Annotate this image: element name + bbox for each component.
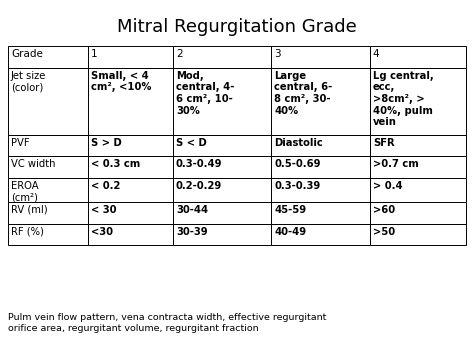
Text: Jet size
(color): Jet size (color)	[11, 71, 46, 92]
Text: RF (%): RF (%)	[11, 226, 44, 237]
Text: 2: 2	[176, 49, 182, 59]
Text: 0.5-0.69: 0.5-0.69	[274, 159, 321, 169]
Text: > 0.4: > 0.4	[373, 181, 402, 191]
Text: PVF: PVF	[11, 137, 29, 148]
Text: S > D: S > D	[91, 137, 122, 148]
Text: 1: 1	[91, 49, 98, 59]
Text: 4: 4	[373, 49, 380, 59]
Text: < 0.2: < 0.2	[91, 181, 120, 191]
Bar	[173, 46, 271, 68]
Bar	[8, 224, 88, 245]
Text: SFR: SFR	[373, 137, 394, 148]
Bar	[8, 156, 88, 178]
Bar	[370, 46, 466, 68]
Bar	[8, 68, 88, 135]
Text: Mitral Regurgitation Grade: Mitral Regurgitation Grade	[117, 18, 357, 36]
Bar	[8, 202, 88, 224]
Bar	[173, 68, 271, 135]
Bar	[370, 135, 466, 156]
Text: < 0.3 cm: < 0.3 cm	[91, 159, 140, 169]
Bar	[271, 68, 370, 135]
Bar	[173, 224, 271, 245]
Text: 40-49: 40-49	[274, 226, 307, 237]
Text: RV (ml): RV (ml)	[11, 205, 47, 215]
Text: < 30: < 30	[91, 205, 117, 215]
Bar	[8, 178, 88, 202]
Text: Mod,
central, 4-
6 cm², 10-
30%: Mod, central, 4- 6 cm², 10- 30%	[176, 71, 234, 115]
Bar	[88, 224, 173, 245]
Bar	[370, 178, 466, 202]
Text: Pulm vein flow pattern, vena contracta width, effective regurgitant
orifice area: Pulm vein flow pattern, vena contracta w…	[8, 313, 327, 333]
Text: >60: >60	[373, 205, 395, 215]
Bar	[88, 46, 173, 68]
Text: 0.2-0.29: 0.2-0.29	[176, 181, 222, 191]
Bar	[173, 202, 271, 224]
Bar	[88, 156, 173, 178]
Text: Small, < 4
cm², <10%: Small, < 4 cm², <10%	[91, 71, 152, 92]
Bar	[271, 202, 370, 224]
Text: Diastolic: Diastolic	[274, 137, 323, 148]
Text: VC width: VC width	[11, 159, 55, 169]
Bar	[370, 68, 466, 135]
Text: 30-44: 30-44	[176, 205, 208, 215]
Bar	[271, 224, 370, 245]
Bar	[88, 178, 173, 202]
Bar	[173, 178, 271, 202]
Text: Large
central, 6-
8 cm², 30-
40%: Large central, 6- 8 cm², 30- 40%	[274, 71, 333, 115]
Bar	[370, 224, 466, 245]
Bar	[271, 135, 370, 156]
Bar	[8, 135, 88, 156]
Bar	[173, 156, 271, 178]
Bar	[88, 68, 173, 135]
Text: 30-39: 30-39	[176, 226, 208, 237]
Text: >50: >50	[373, 226, 395, 237]
Text: Grade: Grade	[11, 49, 43, 59]
Text: EROA
(cm²): EROA (cm²)	[11, 181, 38, 203]
Text: >0.7 cm: >0.7 cm	[373, 159, 419, 169]
Bar	[271, 46, 370, 68]
Text: 0.3-0.39: 0.3-0.39	[274, 181, 320, 191]
Bar	[173, 135, 271, 156]
Bar	[88, 135, 173, 156]
Text: Lg central,
ecc,
>8cm², >
40%, pulm
vein: Lg central, ecc, >8cm², > 40%, pulm vein	[373, 71, 434, 127]
Bar	[271, 156, 370, 178]
Text: 45-59: 45-59	[274, 205, 307, 215]
Bar	[88, 202, 173, 224]
Bar	[271, 178, 370, 202]
Bar	[370, 156, 466, 178]
Bar	[8, 46, 88, 68]
Bar	[370, 202, 466, 224]
Text: 3: 3	[274, 49, 281, 59]
Text: 0.3-0.49: 0.3-0.49	[176, 159, 222, 169]
Text: <30: <30	[91, 226, 113, 237]
Text: S < D: S < D	[176, 137, 207, 148]
